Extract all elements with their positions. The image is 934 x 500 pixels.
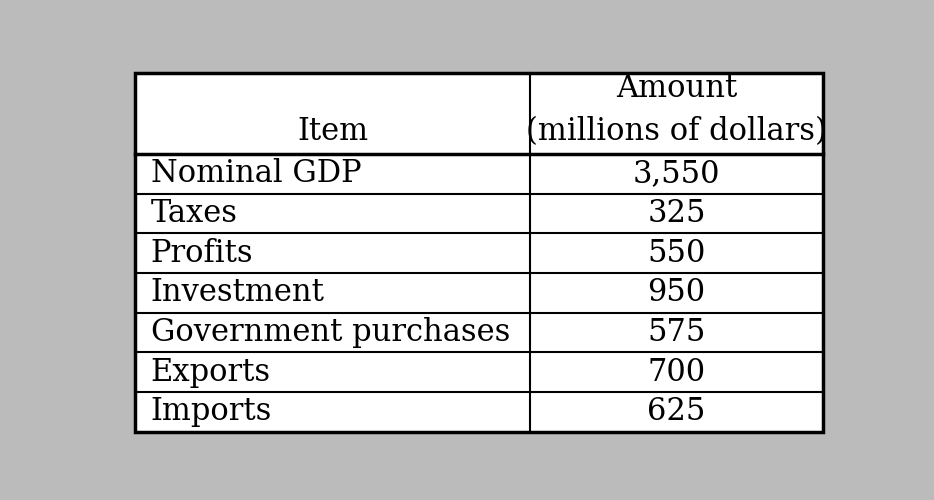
Text: 625: 625 — [647, 396, 705, 427]
Text: Imports: Imports — [150, 396, 272, 427]
Text: Taxes: Taxes — [150, 198, 238, 229]
Text: Item: Item — [297, 116, 368, 147]
Text: Amount
(millions of dollars): Amount (millions of dollars) — [526, 73, 827, 147]
Text: 3,550: 3,550 — [632, 158, 720, 190]
Text: Investment: Investment — [150, 278, 325, 308]
Text: 550: 550 — [647, 238, 705, 268]
Text: Nominal GDP: Nominal GDP — [150, 158, 361, 190]
Text: 575: 575 — [647, 317, 705, 348]
Text: 950: 950 — [647, 278, 705, 308]
Text: 700: 700 — [647, 356, 705, 388]
Text: Government purchases: Government purchases — [150, 317, 510, 348]
Text: Exports: Exports — [150, 356, 271, 388]
Text: 325: 325 — [647, 198, 705, 229]
Text: Profits: Profits — [150, 238, 253, 268]
